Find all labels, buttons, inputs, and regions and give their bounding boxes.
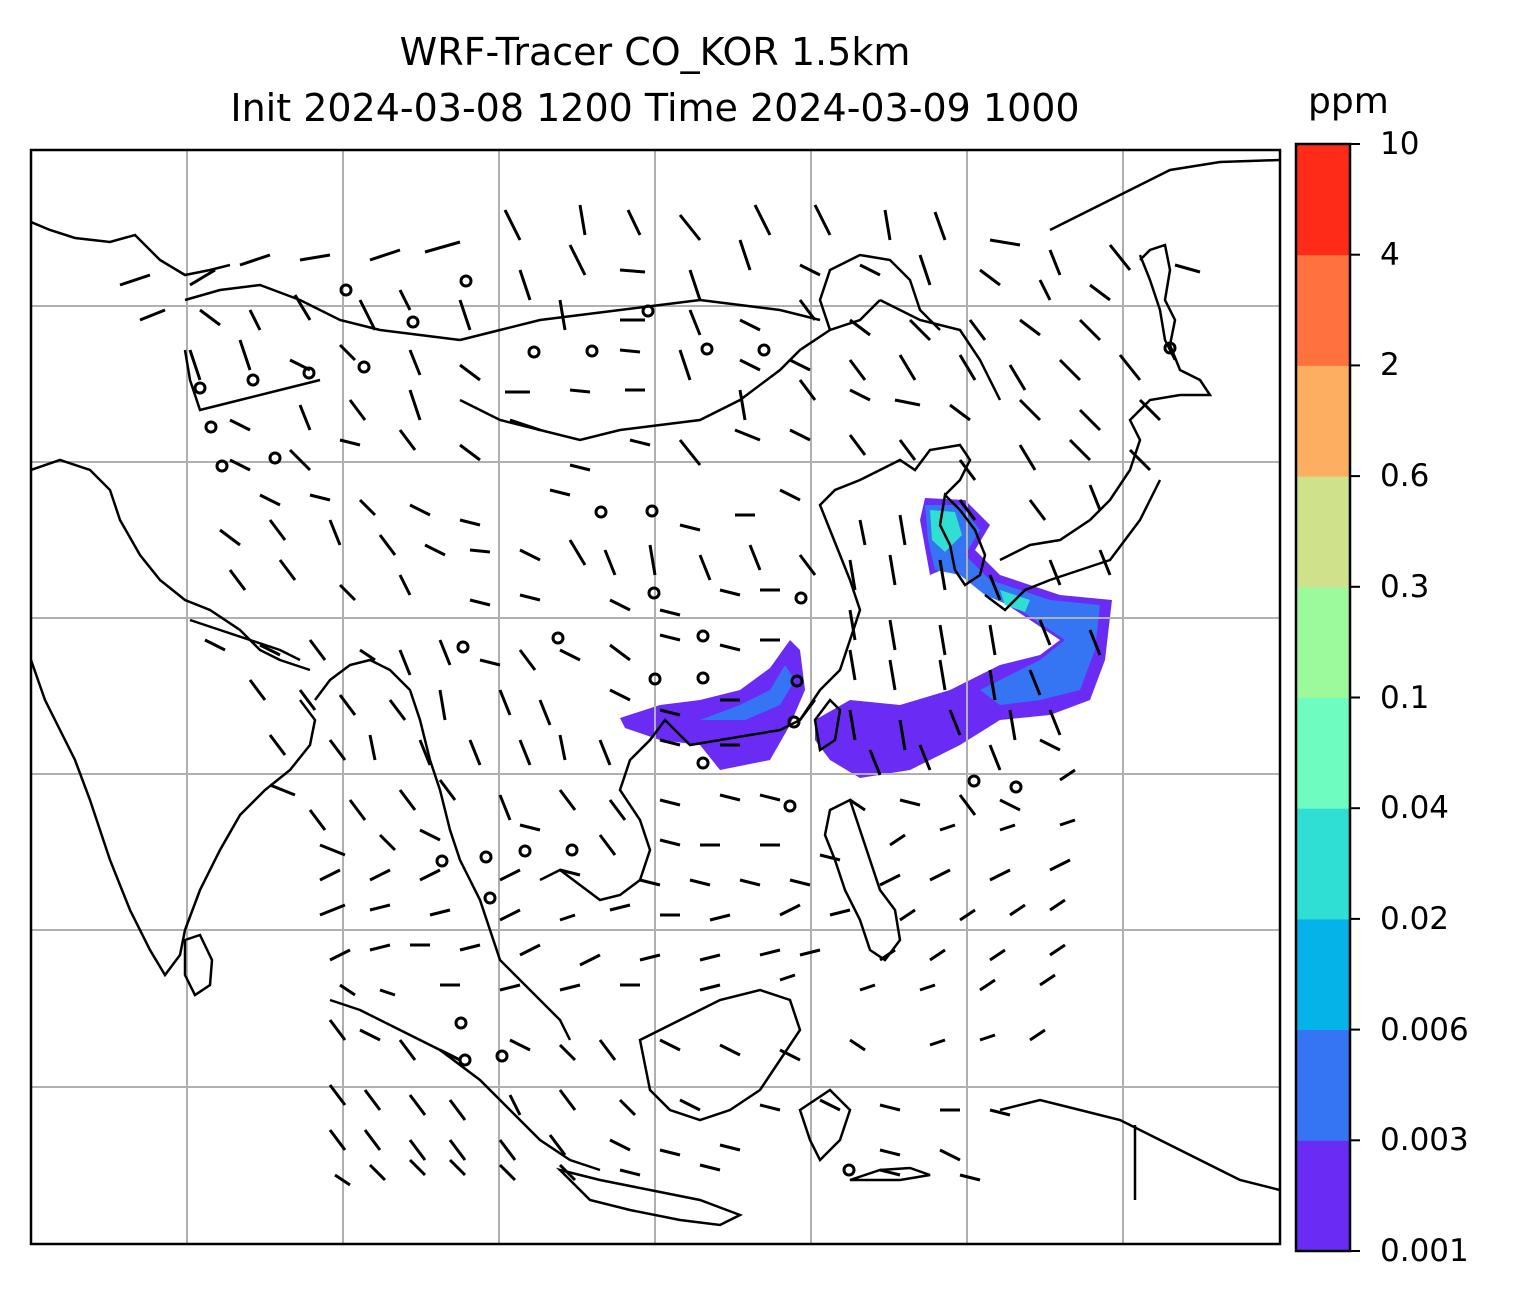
colorbar-tick-label: 4: [1380, 236, 1400, 273]
map-title-line2: Init 2024-03-08 1200 Time 2024-03-09 100…: [230, 86, 1080, 130]
coastlines-and-borders: [31, 158, 1280, 1227]
colorbar-segment: [1296, 1140, 1350, 1252]
japan-south: [984, 479, 1162, 612]
borneo: [638, 988, 802, 1122]
sulawesi: [798, 1088, 852, 1163]
taiwan: [813, 698, 842, 753]
indochina-coast: [539, 699, 816, 902]
colorbar-tick-label: 0.6: [1380, 458, 1430, 495]
plume-mid-west: [700, 665, 795, 720]
colorbar-segment: [1296, 697, 1350, 809]
sri-lanka: [183, 933, 214, 997]
himalaya-border: [189, 618, 301, 662]
colorbar-segment: [1296, 476, 1350, 588]
baikal-area: [459, 298, 821, 342]
colorbar-segment: [1296, 254, 1350, 366]
sakhalin: [1138, 254, 1177, 361]
plume-outer-east: [815, 498, 1112, 778]
colorbar-unit: ppm: [1308, 81, 1389, 122]
colorbar-tick-label: 10: [1380, 126, 1420, 162]
india-coast: [31, 659, 317, 978]
colorbar-tick-label: 0.1: [1380, 679, 1430, 716]
lat-lon-grid: [31, 150, 1280, 1244]
colorbar: [1294, 142, 1360, 1253]
bay-of-bengal-coast: [314, 658, 572, 1041]
wind-barbs: [119, 204, 1201, 1187]
colorbar-tick-label: 0.006: [1380, 1011, 1469, 1048]
korea-peninsula: [938, 492, 987, 587]
colorbar-segment: [1296, 808, 1350, 920]
colorbar-tick-label: 0.02: [1380, 900, 1450, 937]
colorbar-segment: [1296, 918, 1350, 1031]
map-title-line1: WRF-Tracer CO_KOR 1.5km: [399, 30, 911, 74]
china-east-coast: [798, 443, 972, 721]
java: [555, 1167, 744, 1227]
colorbar-segment: [1296, 1029, 1350, 1141]
colorbar-tick-label: 0.003: [1380, 1122, 1469, 1159]
plume-outer: [620, 640, 805, 770]
mongolia-border: [459, 299, 881, 442]
colorbar-tick-label: 2: [1380, 347, 1400, 384]
co-tracer-plume: [620, 498, 1112, 778]
colorbar-segment: [1296, 365, 1350, 477]
map-border: [29, 148, 1282, 1246]
west-border: [31, 220, 231, 277]
central-asia-border: [31, 458, 311, 672]
sumatra: [329, 998, 601, 1172]
colorbar-tick-label: 0.04: [1380, 790, 1450, 827]
northern-kazakh: [184, 283, 461, 342]
calm-wind-markers: [193, 274, 1177, 1177]
kazakh-border: [183, 349, 321, 412]
colorbar-segment: [1296, 144, 1350, 256]
timor: [849, 1166, 931, 1182]
china-north-border: [818, 253, 941, 331]
colorbar-tick-label: 0.001: [1380, 1233, 1469, 1269]
colorbar-segment: [1296, 586, 1350, 698]
colorbar-tick-label: 0.3: [1380, 568, 1430, 605]
japan: [999, 243, 1213, 562]
plume-inner: [930, 510, 962, 552]
russia-coast: [1049, 158, 1280, 232]
russia-china-border: [879, 298, 1002, 401]
new-guinea: [999, 1098, 1280, 1192]
